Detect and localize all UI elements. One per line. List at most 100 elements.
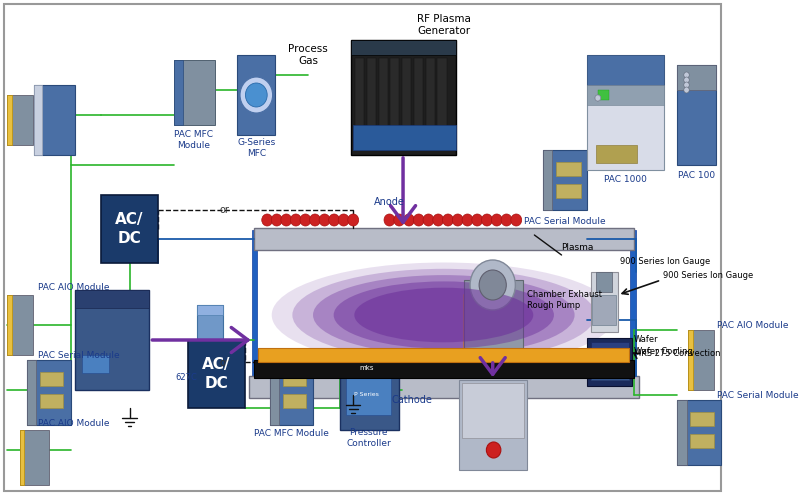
Text: PAC 1000: PAC 1000	[603, 176, 646, 185]
Bar	[20, 430, 25, 485]
Bar	[426, 58, 434, 146]
Bar	[630, 230, 636, 398]
Bar	[414, 58, 423, 146]
Bar	[402, 58, 411, 146]
Text: 900 Series Ion Gauge: 900 Series Ion Gauge	[621, 257, 710, 266]
Ellipse shape	[313, 275, 574, 355]
Bar	[354, 125, 455, 150]
Bar	[587, 85, 664, 105]
Bar	[556, 184, 582, 198]
Bar	[543, 150, 553, 210]
Bar	[464, 280, 522, 360]
Bar	[270, 360, 279, 425]
Text: MKS 275 Convection: MKS 275 Convection	[634, 349, 721, 358]
Bar	[254, 360, 634, 378]
Bar	[678, 400, 686, 465]
Circle shape	[310, 214, 321, 226]
Text: RF Plasma
Generator: RF Plasma Generator	[417, 14, 470, 36]
Bar	[556, 162, 582, 176]
Text: Plasma: Plasma	[562, 244, 594, 252]
Text: PAC Serial Module: PAC Serial Module	[38, 350, 120, 359]
Bar	[27, 360, 36, 425]
Bar	[690, 412, 714, 426]
Bar	[438, 58, 446, 146]
Bar	[587, 338, 632, 386]
Circle shape	[511, 214, 522, 226]
Circle shape	[684, 77, 690, 83]
Bar	[174, 60, 183, 125]
Bar	[198, 305, 223, 370]
Bar	[596, 145, 637, 163]
Text: PAC AIO Module: PAC AIO Module	[718, 320, 789, 330]
Text: Cathode: Cathode	[392, 395, 433, 405]
Circle shape	[595, 95, 601, 101]
Circle shape	[300, 214, 311, 226]
Circle shape	[684, 82, 690, 88]
Bar	[543, 150, 587, 210]
Text: PAC Serial Module: PAC Serial Module	[718, 391, 799, 399]
Bar	[590, 342, 629, 362]
Bar	[7, 95, 12, 145]
Bar	[351, 40, 455, 55]
Bar	[690, 434, 714, 448]
Text: PAC MFC Module: PAC MFC Module	[254, 429, 329, 438]
Bar	[390, 58, 399, 146]
Bar	[252, 230, 258, 398]
Circle shape	[246, 83, 267, 107]
Bar	[82, 355, 109, 373]
Circle shape	[595, 95, 601, 101]
Bar	[40, 372, 63, 386]
Circle shape	[384, 214, 395, 226]
Bar	[7, 95, 33, 145]
Circle shape	[240, 77, 273, 113]
Bar	[34, 85, 75, 155]
Text: PAC 100: PAC 100	[678, 170, 715, 180]
Text: Process
Gas: Process Gas	[288, 44, 328, 66]
Bar	[75, 290, 150, 308]
Text: AC/
DC: AC/ DC	[202, 357, 230, 391]
Bar	[198, 305, 223, 315]
Circle shape	[442, 214, 454, 226]
Bar	[596, 272, 612, 292]
Circle shape	[462, 214, 473, 226]
Bar	[258, 348, 630, 362]
Circle shape	[423, 214, 434, 226]
Text: Wafer: Wafer	[634, 336, 658, 345]
Text: Anode: Anode	[374, 197, 405, 207]
Circle shape	[472, 214, 482, 226]
Text: Pressure
Controller: Pressure Controller	[346, 428, 391, 448]
Ellipse shape	[292, 269, 595, 361]
Bar	[249, 376, 638, 398]
Bar	[270, 360, 314, 425]
Circle shape	[290, 214, 302, 226]
Ellipse shape	[354, 288, 534, 343]
Bar	[688, 330, 693, 390]
Circle shape	[482, 214, 493, 226]
Bar	[378, 58, 388, 146]
Text: AC/
DC: AC/ DC	[115, 212, 144, 246]
Text: G-Series
MFC: G-Series MFC	[237, 138, 275, 158]
Circle shape	[491, 214, 502, 226]
Bar	[340, 350, 398, 430]
Text: PAC Serial Module: PAC Serial Module	[524, 217, 606, 227]
Bar	[198, 365, 223, 373]
Bar	[355, 58, 364, 146]
Circle shape	[319, 214, 330, 226]
Bar	[40, 394, 63, 408]
Bar	[102, 195, 158, 263]
Bar	[587, 55, 664, 85]
Text: PAC MFC
Module: PAC MFC Module	[174, 130, 214, 150]
Circle shape	[433, 214, 444, 226]
Text: P Series: P Series	[354, 393, 379, 397]
Bar	[34, 85, 42, 155]
Bar	[174, 60, 214, 125]
Bar	[590, 272, 618, 332]
Circle shape	[329, 214, 339, 226]
Bar	[346, 375, 391, 415]
Circle shape	[271, 214, 282, 226]
Text: or: or	[220, 358, 230, 368]
Bar	[367, 58, 376, 146]
Circle shape	[595, 95, 601, 101]
Circle shape	[684, 87, 690, 93]
Bar	[238, 55, 275, 135]
